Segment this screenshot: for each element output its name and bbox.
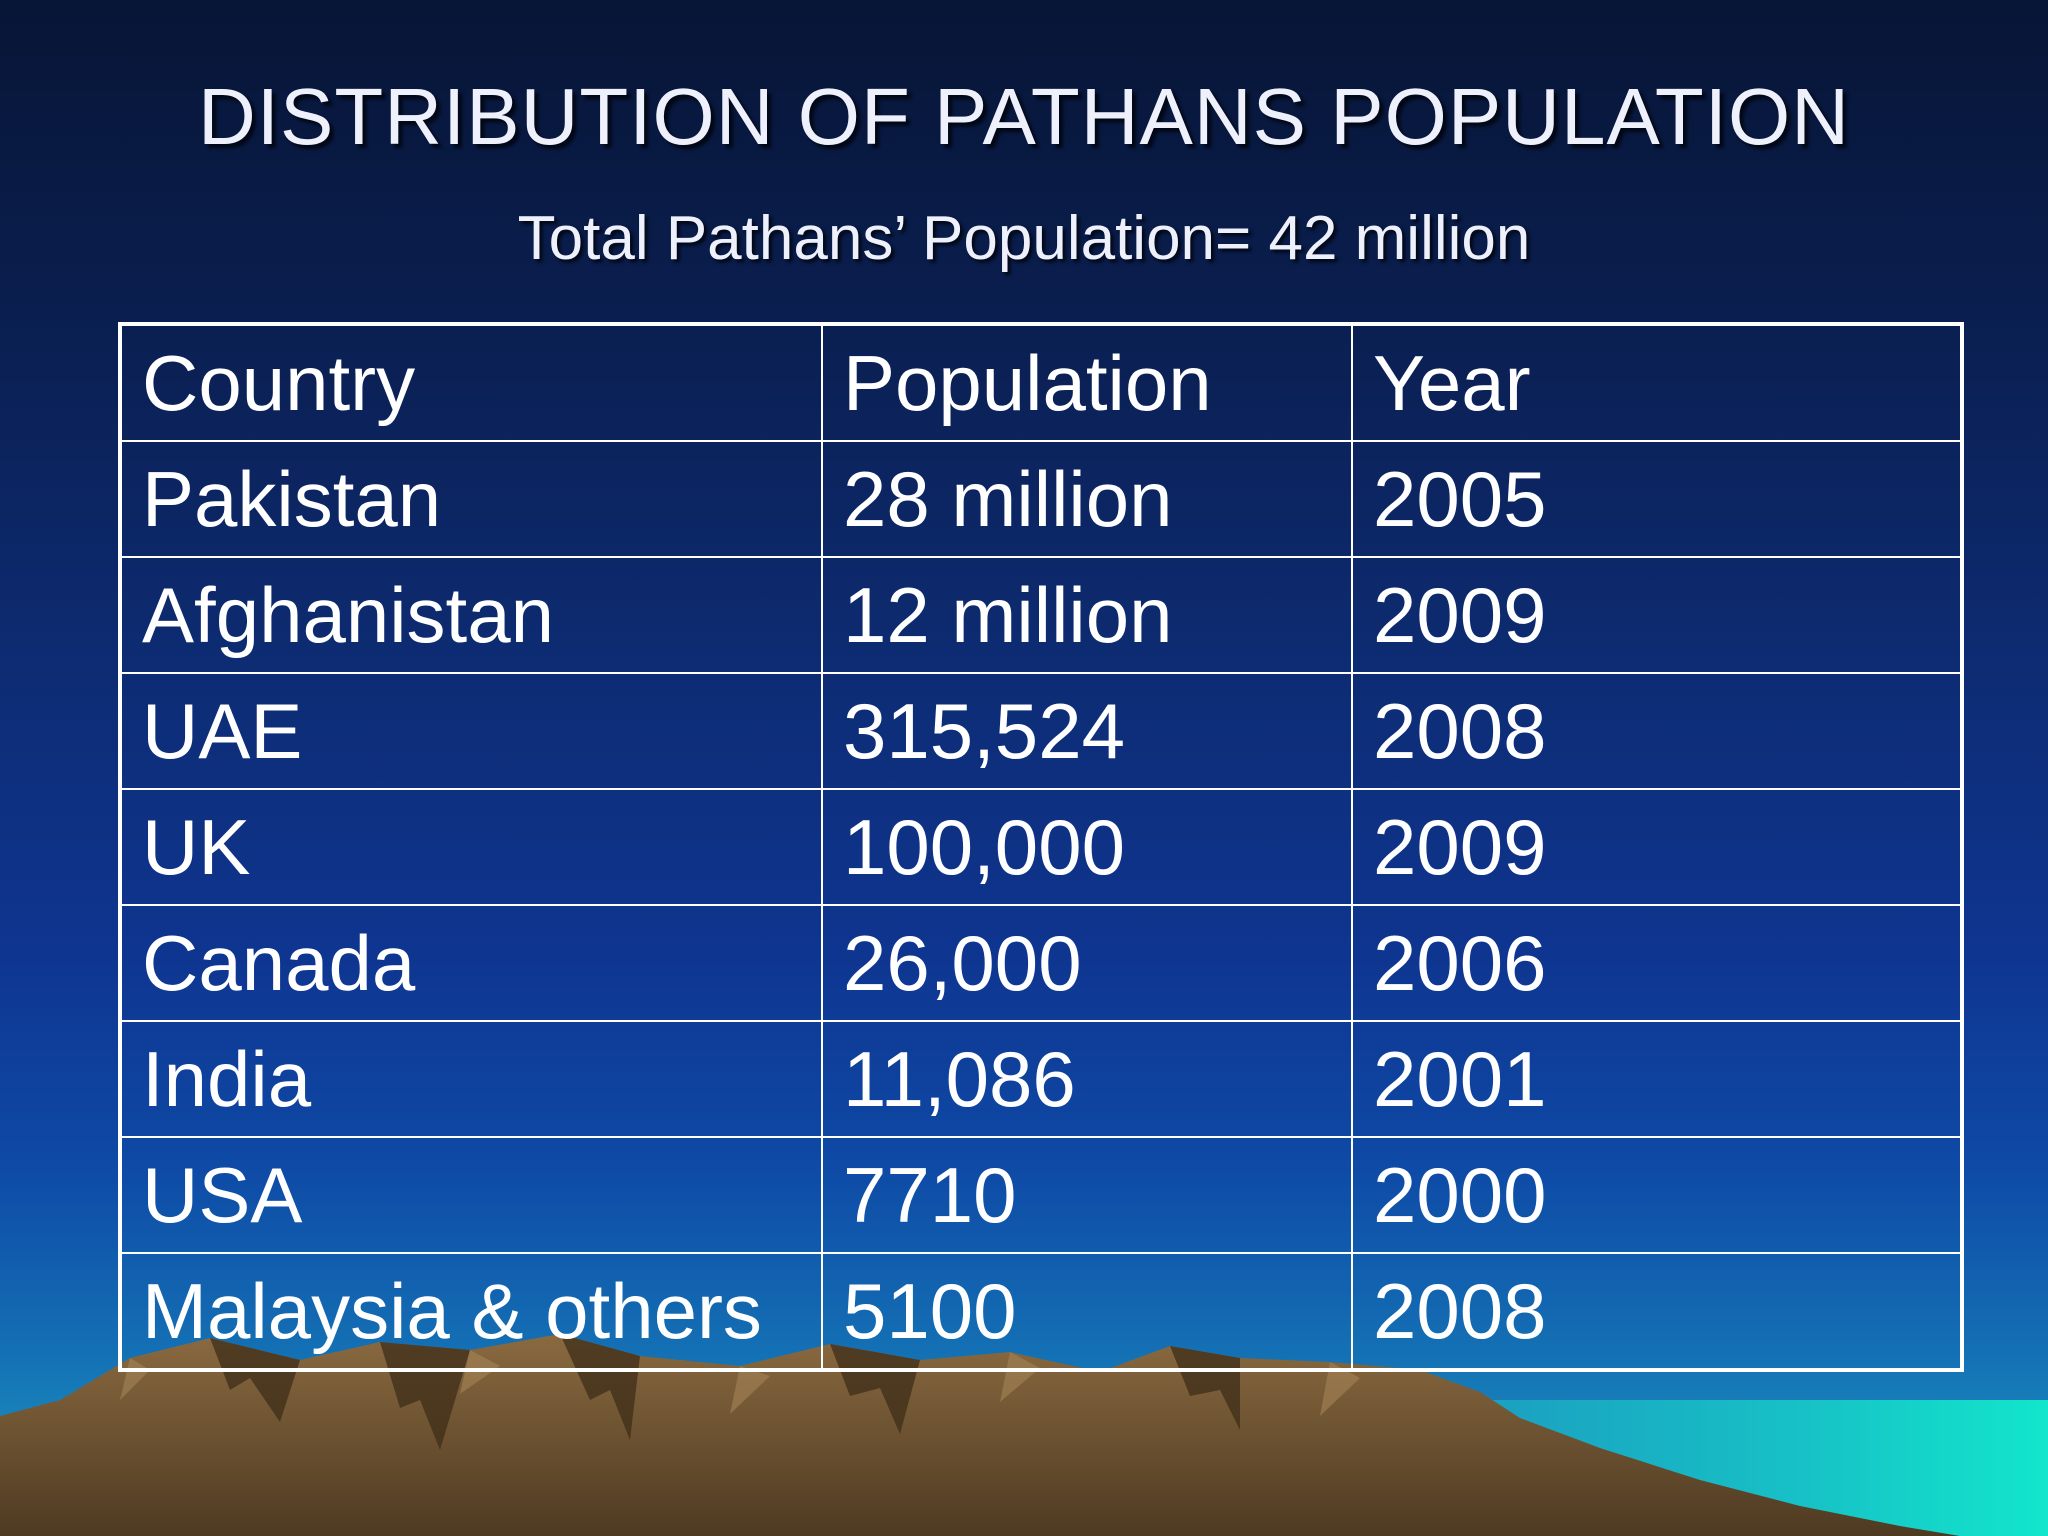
table-row: Afghanistan 12 million 2009 <box>119 556 1963 674</box>
cell-population: 5100 <box>821 1252 1353 1371</box>
header-population: Population <box>821 323 1353 442</box>
cell-year: 2006 <box>1351 904 1963 1022</box>
cell-country: UK <box>119 788 823 906</box>
mountain-ridge-shadows <box>210 1334 1240 1450</box>
cell-year: 2009 <box>1351 556 1963 674</box>
population-table: Country Population Year Pakistan 28 mill… <box>118 322 1964 1372</box>
table-row: India 11,086 2001 <box>119 1020 1963 1138</box>
table-row: Pakistan 28 million 2005 <box>119 440 1963 558</box>
cell-country: Malaysia & others <box>119 1252 823 1371</box>
mountain-landscape-background <box>0 1334 2048 1536</box>
slide-subtitle: Total Pathans’ Population= 42 million <box>517 204 1531 273</box>
cell-year: 2009 <box>1351 788 1963 906</box>
slide-title: DISTRIBUTION OF PATHANS POPULATION <box>198 72 1850 161</box>
header-country: Country <box>119 323 823 442</box>
cell-country: Afghanistan <box>119 556 823 674</box>
cell-year: 2008 <box>1351 672 1963 790</box>
mountain-range <box>0 1334 1960 1536</box>
cell-population: 7710 <box>821 1136 1353 1254</box>
cell-year: 2005 <box>1351 440 1963 558</box>
cell-country: Canada <box>119 904 823 1022</box>
table-header-row: Country Population Year <box>119 323 1963 442</box>
cell-population: 26,000 <box>821 904 1353 1022</box>
table-row: Malaysia & others 5100 2008 <box>119 1252 1963 1371</box>
table-row: UK 100,000 2009 <box>119 788 1963 906</box>
cell-country: Pakistan <box>119 440 823 558</box>
cell-population: 11,086 <box>821 1020 1353 1138</box>
cell-population: 12 million <box>821 556 1353 674</box>
cell-population: 100,000 <box>821 788 1353 906</box>
cell-year: 2001 <box>1351 1020 1963 1138</box>
table-row: Canada 26,000 2006 <box>119 904 1963 1022</box>
header-year: Year <box>1351 323 1963 442</box>
table-row: USA 7710 2000 <box>119 1136 1963 1254</box>
cell-country: USA <box>119 1136 823 1254</box>
cell-population: 315,524 <box>821 672 1353 790</box>
mountain-highlights <box>120 1350 1360 1416</box>
cell-population: 28 million <box>821 440 1353 558</box>
cell-country: India <box>119 1020 823 1138</box>
cell-country: UAE <box>119 672 823 790</box>
cell-year: 2008 <box>1351 1252 1963 1371</box>
table-row: UAE 315,524 2008 <box>119 672 1963 790</box>
cell-year: 2000 <box>1351 1136 1963 1254</box>
